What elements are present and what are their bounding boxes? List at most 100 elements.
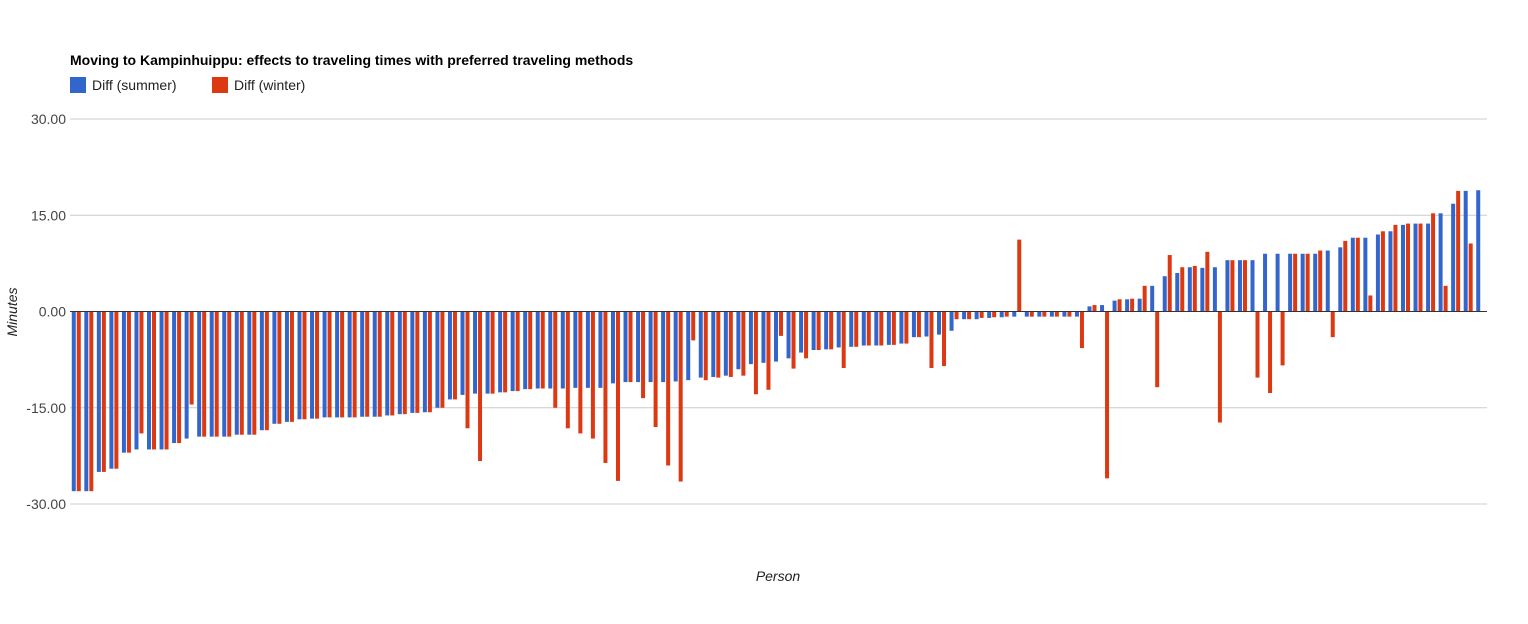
bar-summer[interactable] <box>1338 247 1343 312</box>
bar-summer[interactable] <box>1074 311 1079 317</box>
bar-winter[interactable] <box>101 311 106 472</box>
bar-winter[interactable] <box>590 311 595 439</box>
bar-winter[interactable] <box>315 311 320 419</box>
bar-winter[interactable] <box>1242 260 1247 312</box>
bar-summer[interactable] <box>310 311 315 419</box>
bar-summer[interactable] <box>498 311 503 393</box>
bar-winter[interactable] <box>904 311 909 344</box>
bar-summer[interactable] <box>71 311 76 492</box>
bar-summer[interactable] <box>447 311 452 400</box>
bar-winter[interactable] <box>1180 267 1185 312</box>
bar-summer[interactable] <box>1400 224 1405 312</box>
bar-winter[interactable] <box>929 311 934 368</box>
bar-summer[interactable] <box>886 311 891 345</box>
bar-winter[interactable] <box>603 311 608 463</box>
bar-winter[interactable] <box>879 311 884 346</box>
bar-summer[interactable] <box>799 311 804 353</box>
bar-winter[interactable] <box>753 311 758 395</box>
bar-winter[interactable] <box>1205 251 1210 312</box>
bar-summer[interactable] <box>1325 250 1330 312</box>
bar-summer[interactable] <box>247 311 252 435</box>
bar-winter[interactable] <box>139 311 144 434</box>
bar-summer[interactable] <box>1012 311 1017 317</box>
bar-winter[interactable] <box>114 311 119 469</box>
bar-summer[interactable] <box>259 311 264 431</box>
bar-winter[interactable] <box>565 311 570 429</box>
bar-winter[interactable] <box>1042 311 1047 317</box>
bar-summer[interactable] <box>962 311 967 320</box>
bar-summer[interactable] <box>1187 267 1192 312</box>
bar-summer[interactable] <box>1062 311 1067 317</box>
bar-summer[interactable] <box>736 311 741 370</box>
bar-winter[interactable] <box>365 311 370 417</box>
bar-winter[interactable] <box>126 311 131 453</box>
bar-winter[interactable] <box>992 311 997 318</box>
bar-winter[interactable] <box>553 311 558 408</box>
bar-winter[interactable] <box>916 311 921 338</box>
bar-summer[interactable] <box>836 311 841 348</box>
bar-winter[interactable] <box>1017 239 1022 312</box>
bar-winter[interactable] <box>1004 311 1009 317</box>
bar-winter[interactable] <box>653 311 658 428</box>
bar-winter[interactable] <box>1305 253 1310 312</box>
bar-winter[interactable] <box>528 311 533 390</box>
bar-summer[interactable] <box>121 311 126 453</box>
bar-winter[interactable] <box>214 311 219 437</box>
bar-winter[interactable] <box>440 311 445 408</box>
bar-winter[interactable] <box>891 311 896 345</box>
bar-winter[interactable] <box>1067 311 1072 317</box>
bar-winter[interactable] <box>402 311 407 415</box>
bar-winter[interactable] <box>829 311 834 350</box>
bar-winter[interactable] <box>1343 240 1348 312</box>
bar-summer[interactable] <box>234 311 239 435</box>
bar-winter[interactable] <box>377 311 382 417</box>
bar-winter[interactable] <box>1105 311 1110 479</box>
bar-winter[interactable] <box>289 311 294 422</box>
bar-summer[interactable] <box>1375 234 1380 312</box>
bar-summer[interactable] <box>598 311 603 388</box>
bar-winter[interactable] <box>340 311 345 418</box>
bar-winter[interactable] <box>741 311 746 376</box>
bar-summer[interactable] <box>1237 260 1242 312</box>
bar-winter[interactable] <box>490 311 495 394</box>
bar-winter[interactable] <box>841 311 846 368</box>
bar-summer[interactable] <box>1438 213 1443 312</box>
bar-winter[interactable] <box>1217 311 1222 423</box>
bar-summer[interactable] <box>460 311 465 395</box>
bar-winter[interactable] <box>1142 285 1147 312</box>
bar-summer[interactable] <box>335 311 340 418</box>
bar-summer[interactable] <box>1100 305 1105 312</box>
bar-winter[interactable] <box>1456 190 1461 312</box>
bar-summer[interactable] <box>147 311 152 450</box>
bar-summer[interactable] <box>610 311 615 384</box>
bar-summer[interactable] <box>284 311 289 422</box>
bar-winter[interactable] <box>1431 213 1436 312</box>
bar-winter[interactable] <box>239 311 244 435</box>
bar-summer[interactable] <box>636 311 641 383</box>
bar-summer[interactable] <box>824 311 829 350</box>
bar-winter[interactable] <box>352 311 357 418</box>
bar-winter[interactable] <box>1443 285 1448 312</box>
bar-summer[interactable] <box>560 311 565 389</box>
bar-summer[interactable] <box>723 311 728 376</box>
bar-winter[interactable] <box>954 311 959 320</box>
bar-summer[interactable] <box>711 311 716 377</box>
bar-summer[interactable] <box>322 311 327 418</box>
bar-summer[interactable] <box>661 311 666 383</box>
bar-summer[interactable] <box>987 311 992 318</box>
bar-winter[interactable] <box>503 311 508 393</box>
bar-summer[interactable] <box>222 311 227 437</box>
bar-winter[interactable] <box>766 311 771 390</box>
bar-summer[interactable] <box>523 311 528 390</box>
bar-summer[interactable] <box>209 311 214 437</box>
bar-winter[interactable] <box>1355 237 1360 312</box>
bar-winter[interactable] <box>465 311 470 429</box>
bar-winter[interactable] <box>89 311 94 492</box>
bar-winter[interactable] <box>678 311 683 482</box>
bar-winter[interactable] <box>866 311 871 346</box>
bar-summer[interactable] <box>761 311 766 363</box>
bar-summer[interactable] <box>1300 253 1305 312</box>
bar-summer[interactable] <box>385 311 390 416</box>
bar-winter[interactable] <box>1192 265 1197 312</box>
bar-summer[interactable] <box>435 311 440 408</box>
